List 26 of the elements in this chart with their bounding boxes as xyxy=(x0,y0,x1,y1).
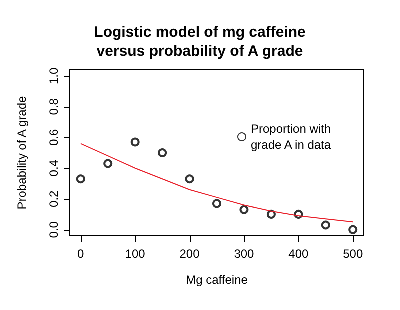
y-tick-label: 0.0 xyxy=(47,221,61,238)
legend-label: Proportion with grade A in data xyxy=(251,122,334,152)
point xyxy=(212,199,222,208)
x-tick-label: 300 xyxy=(234,247,255,261)
point xyxy=(158,148,168,158)
x-axis-title: Mg caffeine xyxy=(186,273,248,287)
point xyxy=(321,220,330,230)
y-tick-label: 0.6 xyxy=(47,128,61,146)
point xyxy=(76,174,86,184)
x-tick-label: 500 xyxy=(343,247,364,261)
x-tick-label: 400 xyxy=(288,247,309,261)
point xyxy=(266,210,276,219)
point xyxy=(104,159,113,168)
x-tick-label: 100 xyxy=(125,247,146,261)
point xyxy=(240,205,249,214)
point xyxy=(130,138,140,147)
y-tick-label: 0.4 xyxy=(47,160,61,177)
y-axis-title: Probability of A grade xyxy=(15,96,29,210)
point xyxy=(185,174,194,184)
x-tick-label: 200 xyxy=(180,247,200,261)
y-tick-label: 0.2 xyxy=(47,190,61,208)
y-tick-label: 1.0 xyxy=(47,67,61,84)
y-tick-label: 0.8 xyxy=(47,98,61,116)
chart-title: Logistic model of mg caffeine versus probability of A grade xyxy=(94,24,306,60)
x-tick-label: 0 xyxy=(78,247,85,261)
point xyxy=(348,225,358,234)
